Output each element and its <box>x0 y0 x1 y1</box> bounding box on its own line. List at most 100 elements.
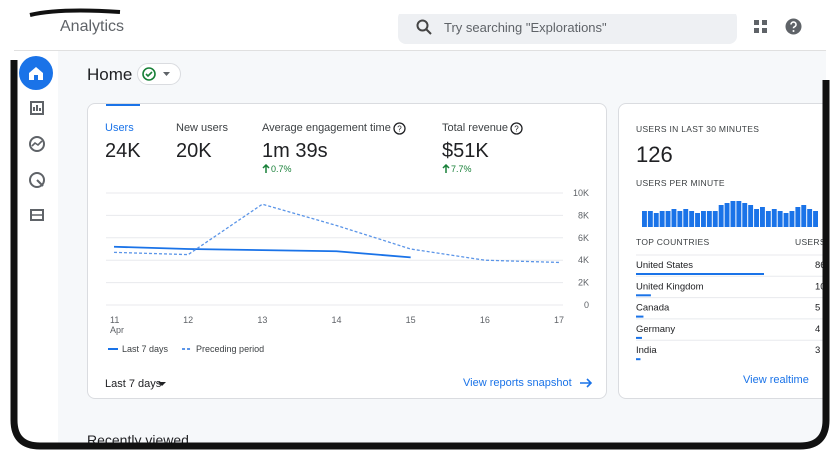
minute-bar <box>689 211 695 227</box>
minute-bar <box>683 209 689 227</box>
page-title: Home <box>87 65 133 84</box>
snapshot-link[interactable]: View reports snapshot <box>463 377 572 389</box>
realtime-card: USERS IN LAST 30 MINUTES 126 USERS PER MIN… <box>618 103 840 399</box>
y-tick-label: 2K <box>578 278 589 288</box>
minute-bar <box>724 203 730 227</box>
country-users: 10 <box>815 281 826 292</box>
x-tick-label: 13 <box>257 315 267 325</box>
x-tick-label: 16 <box>480 315 490 325</box>
x-tick-label: 11 <box>110 315 119 325</box>
metric-value: 20K <box>176 140 212 162</box>
y-tick-label: 8K <box>578 210 589 220</box>
y-tick-label: 0 <box>584 300 589 310</box>
country-name: United States <box>636 260 693 271</box>
y-tick-label: 4K <box>578 255 589 265</box>
minute-bar <box>647 211 653 227</box>
minute-bar <box>789 211 795 227</box>
arrow-shape <box>442 164 450 173</box>
country-users: 86 <box>815 260 826 271</box>
country-bar <box>636 294 651 297</box>
minute-bar <box>765 211 771 227</box>
minute-bar <box>665 211 671 227</box>
line-chart: 0 2K 4K 6K 8K 10K 11 12 13 14 15 16 17 Apr Last 7 days… <box>106 188 589 354</box>
minute-bar <box>783 213 789 227</box>
minute-bar <box>653 213 659 227</box>
country-bar <box>636 336 642 339</box>
overview-card: Last 7 days View reports snapshot 0 2K 4K 6… <box>87 103 607 399</box>
metric-label: New users <box>176 122 228 134</box>
up-arrow <box>442 164 450 173</box>
info-mark: ? <box>514 125 519 134</box>
up-arrow <box>262 164 270 173</box>
realtime-link[interactable]: View realtime <box>743 374 809 386</box>
minute-bar <box>813 211 818 227</box>
y-tick-label: 10K <box>573 188 589 198</box>
country-name: United Kingdom <box>636 281 704 292</box>
search-icon <box>416 19 432 35</box>
search-placeholder: Try searching "Explorations" <box>444 20 607 35</box>
users-header: USERS <box>795 237 826 247</box>
rt-per-minute-label: USERS PER MINUTE <box>636 178 725 188</box>
country-name: Germany <box>636 324 675 335</box>
x-tick-label: 15 <box>406 315 416 325</box>
recent-title: Recently viewed <box>87 432 189 448</box>
metric-change: 0.7% <box>271 164 292 174</box>
legend-label: Last 7 days <box>122 344 169 354</box>
minute-bar <box>760 207 765 227</box>
date-range[interactable]: Last 7 days <box>105 378 162 390</box>
metric-value: 1m 39s <box>262 140 328 162</box>
realtime-panel: USERS IN LAST 30 MINUTES 126 USERS PER MIN… <box>636 124 840 386</box>
minute-bar <box>706 211 712 227</box>
minute-bar <box>718 205 724 227</box>
minute-bar <box>777 211 783 227</box>
country-bar <box>636 358 641 361</box>
apps-icon[interactable] <box>754 20 768 34</box>
minute-bar <box>754 209 759 227</box>
minute-bar <box>730 201 736 227</box>
metric-value: $51K <box>442 140 489 162</box>
minute-bar <box>736 201 742 227</box>
minute-bar <box>807 209 813 227</box>
arrow-icon <box>580 378 593 388</box>
minute-bar <box>742 203 748 227</box>
metric-change: 7.7% <box>451 164 472 174</box>
country-name: Canada <box>636 303 670 314</box>
minute-bar <box>677 211 683 227</box>
x-tick-label: 12 <box>183 315 193 325</box>
arrow-shape <box>262 164 270 173</box>
minute-bar <box>795 207 801 227</box>
country-bar <box>636 273 764 275</box>
dropdown-icon <box>158 382 166 386</box>
minute-bar <box>712 211 718 227</box>
product-name: Analytics <box>60 18 125 35</box>
help-icon[interactable] <box>785 18 802 35</box>
country-users: 5 <box>815 303 820 314</box>
y-tick-label: 6K <box>578 233 589 243</box>
minute-bar <box>701 211 706 227</box>
minute-bar <box>695 213 700 227</box>
minute-bar <box>642 211 647 227</box>
country-users: 4 <box>815 324 820 335</box>
info-mark: ? <box>397 125 402 134</box>
country-bar <box>636 315 644 318</box>
minute-bar <box>671 209 677 227</box>
search-box[interactable]: Try searching "Explorations" <box>398 10 737 44</box>
country-name: India <box>636 345 657 356</box>
country-users: 3 <box>815 345 820 356</box>
x-sublabel: Apr <box>110 325 124 335</box>
minute-bar <box>659 211 665 227</box>
series-line <box>113 203 560 264</box>
nav-icons <box>19 56 53 221</box>
series-line <box>113 245 411 259</box>
metric-label: Users <box>105 122 134 134</box>
metric-value: 24K <box>105 140 141 162</box>
info-icon: ? <box>510 122 523 135</box>
rt-title: USERS IN LAST 30 MINUTES <box>636 124 759 134</box>
countries-header: TOP COUNTRIES <box>636 237 710 247</box>
metric-label: Total revenue <box>442 122 509 134</box>
minute-bar <box>748 205 754 227</box>
info-icon: ? <box>393 122 406 135</box>
minute-bar <box>771 209 777 227</box>
status-chip[interactable] <box>137 63 181 85</box>
